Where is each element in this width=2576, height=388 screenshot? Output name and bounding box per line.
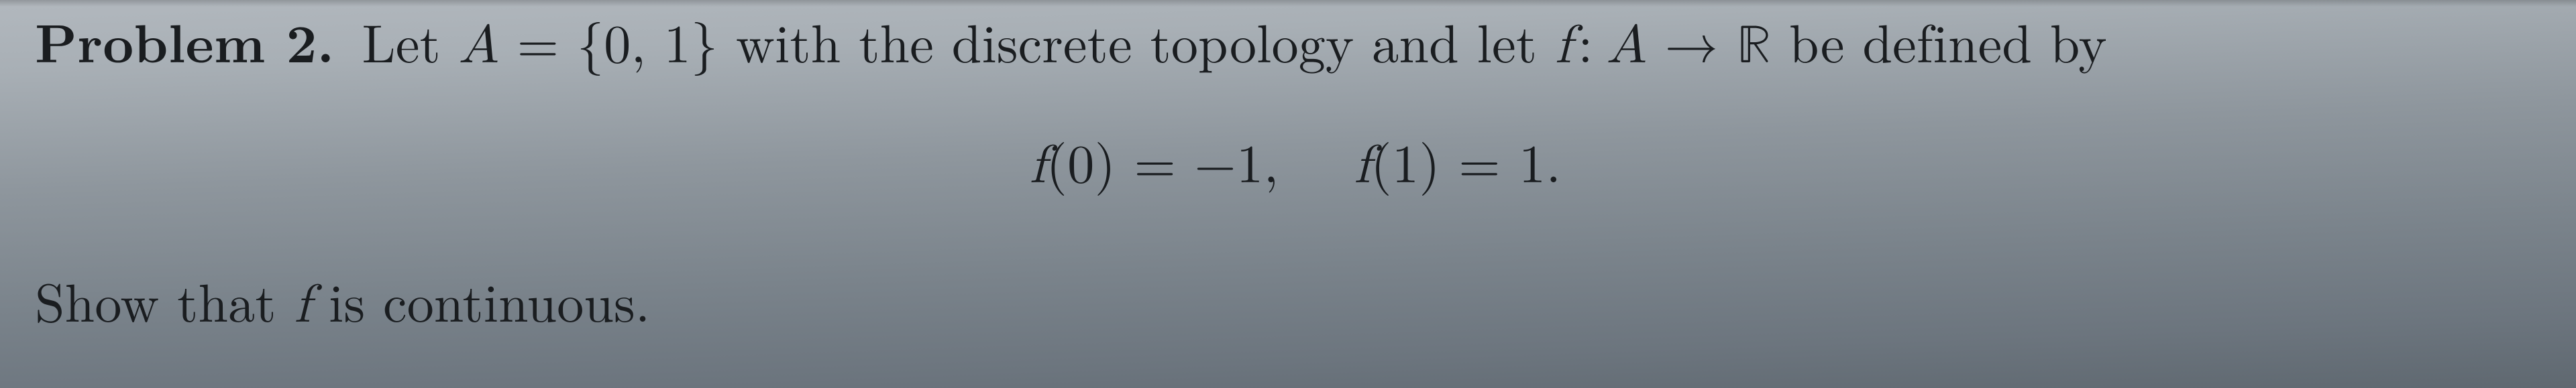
- text: with the discrete topology and let: [718, 3, 1555, 78]
- eq-sign: =: [499, 3, 577, 78]
- f-of-1: (1) = 1.: [1371, 123, 1561, 198]
- var-f: f: [294, 279, 311, 332]
- problem-statement: Problem 2. Let A = {0, 1} with the discr…: [35, 12, 2556, 338]
- line-2-display-math: f(0) = −1,f(1) = 1.: [35, 123, 2556, 198]
- real-numbers: ℝ: [1737, 19, 1771, 73]
- var-f: f: [1354, 139, 1371, 193]
- problem-label: Problem 2.: [35, 1, 334, 78]
- text: Let: [362, 3, 459, 78]
- line-1: Problem 2. Let A = {0, 1} with the discr…: [35, 12, 2556, 74]
- var-f: f: [1030, 139, 1046, 193]
- line-3: Show that f is continuous.: [35, 262, 2556, 338]
- text: is continuous.: [311, 262, 650, 338]
- colon: :: [1578, 3, 1593, 78]
- var-A: A: [1607, 19, 1647, 73]
- text: Show that: [35, 262, 294, 338]
- set-literal: {0, 1}: [577, 3, 718, 78]
- var-f: f: [1555, 19, 1572, 73]
- var-A: A: [459, 19, 499, 73]
- arrow: →: [1647, 3, 1737, 78]
- f-of-0: (0) = −1,: [1046, 123, 1279, 198]
- text: be defined by: [1771, 3, 2107, 78]
